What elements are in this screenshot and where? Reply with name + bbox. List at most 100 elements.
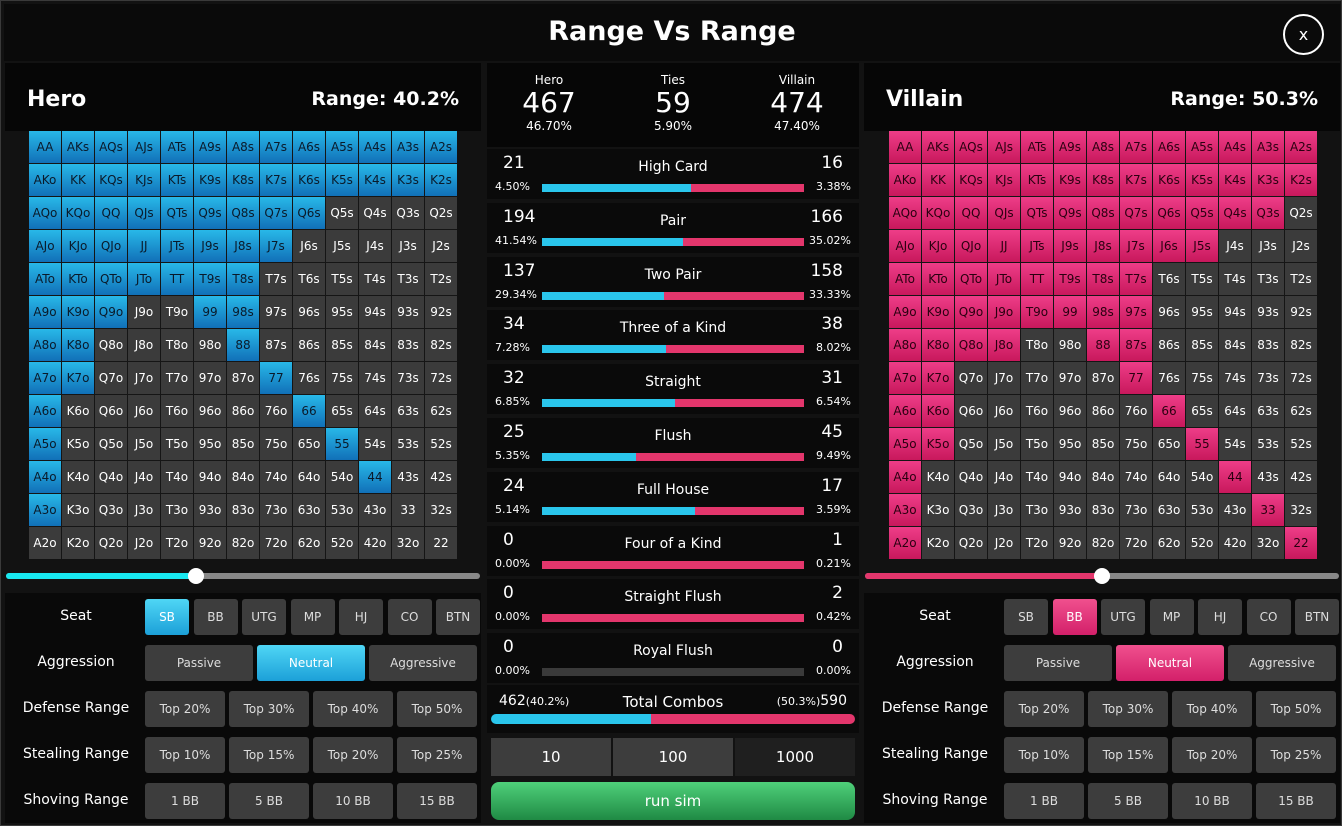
run-sim-button[interactable]: run sim <box>491 782 855 820</box>
hand-cell-J4o[interactable]: J4o <box>128 461 160 493</box>
hand-cell-A5o[interactable]: A5o <box>29 428 61 460</box>
hand-cell-K5s[interactable]: K5s <box>326 164 358 196</box>
hand-cell-32s[interactable]: 32s <box>1285 494 1317 526</box>
hand-cell-Q8o[interactable]: Q8o <box>955 329 987 361</box>
hand-cell-Q5s[interactable]: Q5s <box>1186 197 1218 229</box>
hand-cell-J6o[interactable]: J6o <box>128 395 160 427</box>
hand-cell-K6s[interactable]: K6s <box>1153 164 1185 196</box>
hand-cell-65s[interactable]: 65s <box>326 395 358 427</box>
hand-cell-Q5o[interactable]: Q5o <box>95 428 127 460</box>
hand-cell-77[interactable]: 77 <box>1120 362 1152 394</box>
hand-cell-T2o[interactable]: T2o <box>1021 527 1053 559</box>
hand-cell-KTs[interactable]: KTs <box>161 164 193 196</box>
villain-range-slider[interactable] <box>865 568 1339 584</box>
seat-option-mp[interactable]: MP <box>290 599 335 635</box>
close-button[interactable]: x <box>1283 14 1324 55</box>
hand-cell-A3s[interactable]: A3s <box>1252 131 1284 163</box>
hand-cell-KJs[interactable]: KJs <box>128 164 160 196</box>
hand-cell-A4o[interactable]: A4o <box>29 461 61 493</box>
hand-cell-83o[interactable]: 83o <box>1087 494 1119 526</box>
iterations-10-button[interactable]: 10 <box>491 738 611 776</box>
hand-cell-J9s[interactable]: J9s <box>1054 230 1086 262</box>
hand-cell-54o[interactable]: 54o <box>326 461 358 493</box>
hand-cell-JTo[interactable]: JTo <box>988 263 1020 295</box>
hand-cell-T9s[interactable]: T9s <box>1054 263 1086 295</box>
hand-cell-63s[interactable]: 63s <box>1252 395 1284 427</box>
hand-cell-K8s[interactable]: K8s <box>227 164 259 196</box>
hand-cell-83o[interactable]: 83o <box>227 494 259 526</box>
seat-option-btn[interactable]: BTN <box>1295 599 1339 635</box>
hand-cell-ATs[interactable]: ATs <box>1021 131 1053 163</box>
hand-cell-T5s[interactable]: T5s <box>1186 263 1218 295</box>
hand-cell-65s[interactable]: 65s <box>1186 395 1218 427</box>
hand-cell-K3o[interactable]: K3o <box>62 494 94 526</box>
hand-cell-K2o[interactable]: K2o <box>922 527 954 559</box>
hand-cell-87o[interactable]: 87o <box>1087 362 1119 394</box>
hand-cell-A9s[interactable]: A9s <box>1054 131 1086 163</box>
hand-cell-QTs[interactable]: QTs <box>161 197 193 229</box>
seat-option-btn[interactable]: BTN <box>436 599 480 635</box>
hand-cell-Q7o[interactable]: Q7o <box>95 362 127 394</box>
hand-cell-A9s[interactable]: A9s <box>194 131 226 163</box>
hand-cell-84s[interactable]: 84s <box>1219 329 1251 361</box>
hand-cell-K7s[interactable]: K7s <box>1120 164 1152 196</box>
hand-cell-96o[interactable]: 96o <box>194 395 226 427</box>
hand-cell-85o[interactable]: 85o <box>1087 428 1119 460</box>
hand-cell-Q8s[interactable]: Q8s <box>227 197 259 229</box>
shoving-option-10-bb[interactable]: 10 BB <box>313 783 393 819</box>
hand-cell-88[interactable]: 88 <box>227 329 259 361</box>
hand-cell-97s[interactable]: 97s <box>1120 296 1152 328</box>
hand-cell-J5o[interactable]: J5o <box>128 428 160 460</box>
hand-cell-95s[interactable]: 95s <box>1186 296 1218 328</box>
hand-cell-AKs[interactable]: AKs <box>922 131 954 163</box>
hand-cell-99[interactable]: 99 <box>1054 296 1086 328</box>
hand-cell-95s[interactable]: 95s <box>326 296 358 328</box>
hand-cell-QJs[interactable]: QJs <box>128 197 160 229</box>
hand-cell-83s[interactable]: 83s <box>392 329 424 361</box>
shoving-option-1-bb[interactable]: 1 BB <box>1004 783 1084 819</box>
hand-cell-A2s[interactable]: A2s <box>425 131 457 163</box>
hand-cell-J3o[interactable]: J3o <box>988 494 1020 526</box>
hand-cell-T5o[interactable]: T5o <box>1021 428 1053 460</box>
hand-cell-Q6o[interactable]: Q6o <box>95 395 127 427</box>
hand-cell-64o[interactable]: 64o <box>1153 461 1185 493</box>
hand-cell-A3s[interactable]: A3s <box>392 131 424 163</box>
hand-cell-K5o[interactable]: K5o <box>922 428 954 460</box>
iterations-100-button[interactable]: 100 <box>613 738 733 776</box>
hand-cell-Q9o[interactable]: Q9o <box>955 296 987 328</box>
stealing-option-top-15-[interactable]: Top 15% <box>1088 737 1168 773</box>
hand-cell-A4s[interactable]: A4s <box>1219 131 1251 163</box>
hand-cell-22[interactable]: 22 <box>425 527 457 559</box>
hand-cell-K9s[interactable]: K9s <box>1054 164 1086 196</box>
defense-option-top-40-[interactable]: Top 40% <box>1172 691 1252 727</box>
hand-cell-K4o[interactable]: K4o <box>922 461 954 493</box>
hand-cell-75s[interactable]: 75s <box>1186 362 1218 394</box>
hand-cell-53o[interactable]: 53o <box>326 494 358 526</box>
hand-cell-82s[interactable]: 82s <box>425 329 457 361</box>
hand-cell-K9s[interactable]: K9s <box>194 164 226 196</box>
hand-cell-T3s[interactable]: T3s <box>1252 263 1284 295</box>
hand-cell-K4s[interactable]: K4s <box>1219 164 1251 196</box>
hand-cell-Q8o[interactable]: Q8o <box>95 329 127 361</box>
hand-cell-44[interactable]: 44 <box>359 461 391 493</box>
hand-cell-54s[interactable]: 54s <box>1219 428 1251 460</box>
hand-cell-A5o[interactable]: A5o <box>889 428 921 460</box>
hand-cell-J6s[interactable]: J6s <box>1153 230 1185 262</box>
hand-cell-K9o[interactable]: K9o <box>922 296 954 328</box>
defense-option-top-20-[interactable]: Top 20% <box>1004 691 1084 727</box>
hand-cell-73o[interactable]: 73o <box>260 494 292 526</box>
hand-cell-93o[interactable]: 93o <box>194 494 226 526</box>
hand-cell-J3s[interactable]: J3s <box>392 230 424 262</box>
hand-cell-J5s[interactable]: J5s <box>1186 230 1218 262</box>
hand-cell-42o[interactable]: 42o <box>359 527 391 559</box>
hand-cell-T4o[interactable]: T4o <box>161 461 193 493</box>
hand-cell-73s[interactable]: 73s <box>1252 362 1284 394</box>
hand-cell-73o[interactable]: 73o <box>1120 494 1152 526</box>
hand-cell-K5o[interactable]: K5o <box>62 428 94 460</box>
hand-cell-Q7s[interactable]: Q7s <box>260 197 292 229</box>
hand-cell-53s[interactable]: 53s <box>1252 428 1284 460</box>
hand-cell-A3o[interactable]: A3o <box>889 494 921 526</box>
hand-cell-KJo[interactable]: KJo <box>922 230 954 262</box>
hand-cell-A7s[interactable]: A7s <box>1120 131 1152 163</box>
hand-cell-T2s[interactable]: T2s <box>1285 263 1317 295</box>
